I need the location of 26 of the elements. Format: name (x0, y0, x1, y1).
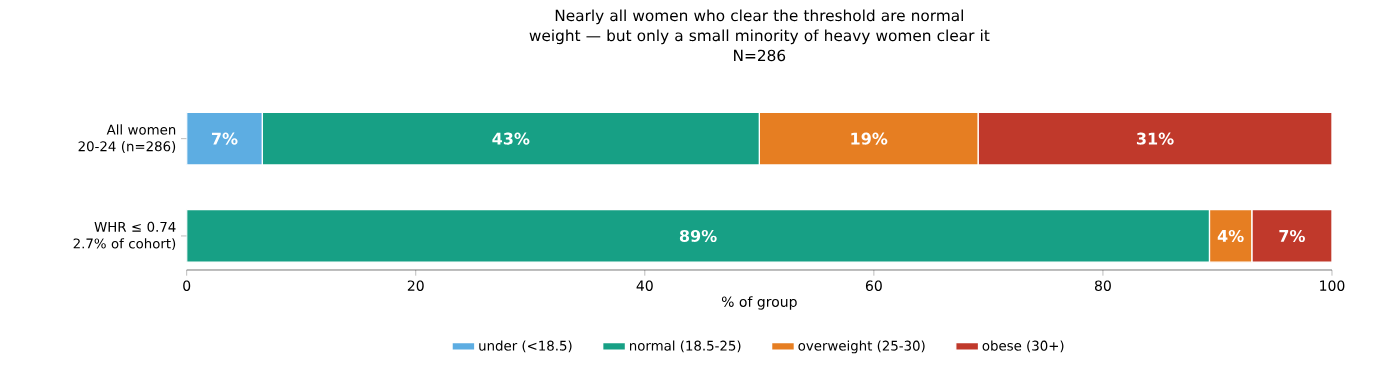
bar (186, 209, 1211, 263)
y-tick-label: All women 20-24 (n=286) (78, 124, 176, 153)
y-tick-label: WHR ≤ 0.74 2.7% of cohort) (73, 221, 176, 251)
bar (977, 111, 1332, 166)
x-axis-title: % of group (721, 296, 797, 310)
x-tick-label: 80 (1094, 280, 1111, 291)
legend-label: under (<18.5) (479, 340, 572, 353)
data-label: 4% (1217, 229, 1244, 242)
bar (261, 111, 760, 166)
data-label: 43% (492, 132, 530, 145)
data-label: 89% (679, 229, 717, 242)
x-tick-label: 0 (183, 280, 191, 291)
data-label: 31% (1136, 132, 1174, 145)
chart-title: Nearly all women who clear the threshold are normal weight — but only a small minority of heavy women clear it (529, 9, 990, 45)
data-label: 7% (211, 132, 238, 145)
chart-subtitle: N=286 (734, 49, 786, 62)
bar (1251, 209, 1332, 263)
x-tick-label: 40 (636, 280, 653, 291)
data-label: 7% (1279, 229, 1305, 242)
legend-label: overweight (25-30) (798, 340, 925, 354)
x-tick-label: 20 (407, 280, 424, 291)
data-label: 19% (851, 132, 888, 145)
legend-label: obese (30+) (982, 340, 1064, 353)
legend-label: normal (18.5-25) (630, 340, 741, 353)
x-tick-label: 60 (865, 280, 882, 291)
x-tick-label: 100 (1320, 280, 1345, 291)
